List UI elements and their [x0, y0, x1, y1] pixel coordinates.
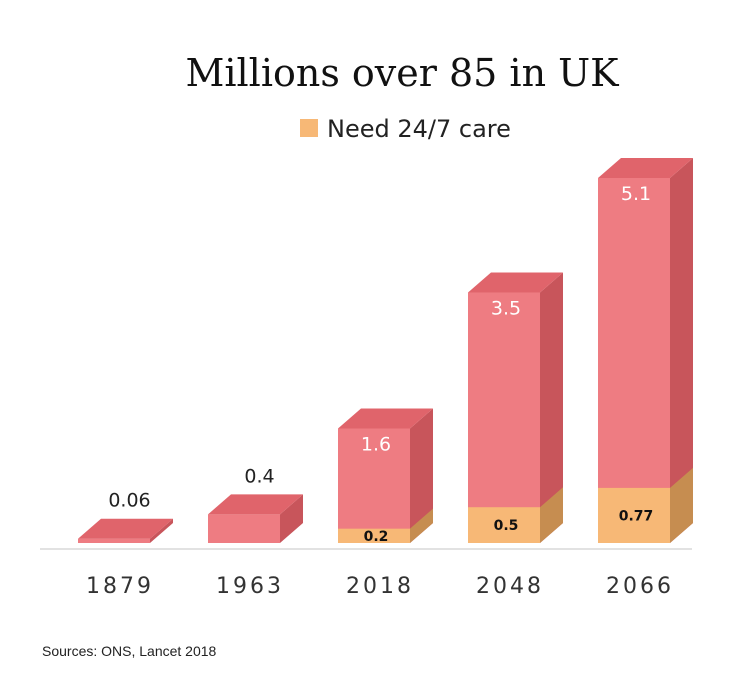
chart-title: Millions over 85 in UK — [185, 51, 619, 95]
category-label-2018: 2018 — [346, 574, 414, 599]
bar-care-front-2048 — [468, 507, 540, 543]
bar-total-side-1879 — [150, 518, 173, 543]
data-label-care-2048: 0.5 — [494, 518, 519, 534]
labels-layer: 0.06 1879 0.4 1963 1.6 0.2 2018 3.5 0.5 2048 5.1 0.… — [86, 183, 674, 599]
category-label-2048: 2048 — [476, 574, 544, 599]
bar-total-front-2048 — [468, 292, 540, 543]
data-label-care-2018: 0.2 — [364, 529, 389, 545]
data-label-total-1963: 0.4 — [244, 465, 274, 487]
bar-total-side-2048 — [540, 272, 563, 543]
bar-care-side-2066 — [670, 467, 693, 543]
bar-total-top-2066 — [598, 158, 693, 178]
bar-total-top-1963 — [208, 494, 303, 515]
bar-total-front-1879 — [78, 538, 150, 543]
bar-care-side-2048 — [540, 487, 563, 543]
data-label-total-2048: 3.5 — [491, 298, 521, 320]
data-label-total-1879: 0.06 — [108, 490, 150, 512]
legend: Need 24/7 care — [300, 115, 511, 143]
legend-label-need-care: Need 24/7 care — [327, 115, 511, 143]
bar-care-front-2018 — [338, 528, 410, 543]
bar-total-side-1963 — [280, 494, 303, 543]
bar-total-side-2066 — [670, 158, 693, 543]
bar-care-front-2066 — [598, 487, 670, 543]
bar-total-top-2048 — [468, 272, 563, 293]
bar-total-front-2066 — [598, 178, 670, 543]
bars-layer — [78, 158, 693, 543]
data-label-total-2018: 1.6 — [361, 433, 391, 455]
bar-total-front-2018 — [338, 428, 410, 543]
data-label-care-2066: 0.77 — [619, 508, 654, 524]
bar-total-top-1879 — [78, 518, 173, 539]
bar-total-front-1963 — [208, 514, 280, 543]
bar-total-top-2018 — [338, 408, 433, 429]
source-note: Sources: ONS, Lancet 2018 — [42, 643, 217, 659]
category-label-1963: 1963 — [216, 574, 284, 599]
data-label-total-2066: 5.1 — [621, 183, 651, 205]
legend-swatch-need-care — [300, 119, 318, 137]
category-label-2066: 2066 — [606, 574, 674, 599]
bar-care-side-2018 — [410, 508, 433, 543]
category-label-1879: 1879 — [86, 574, 154, 599]
bar-total-side-2018 — [410, 408, 433, 543]
